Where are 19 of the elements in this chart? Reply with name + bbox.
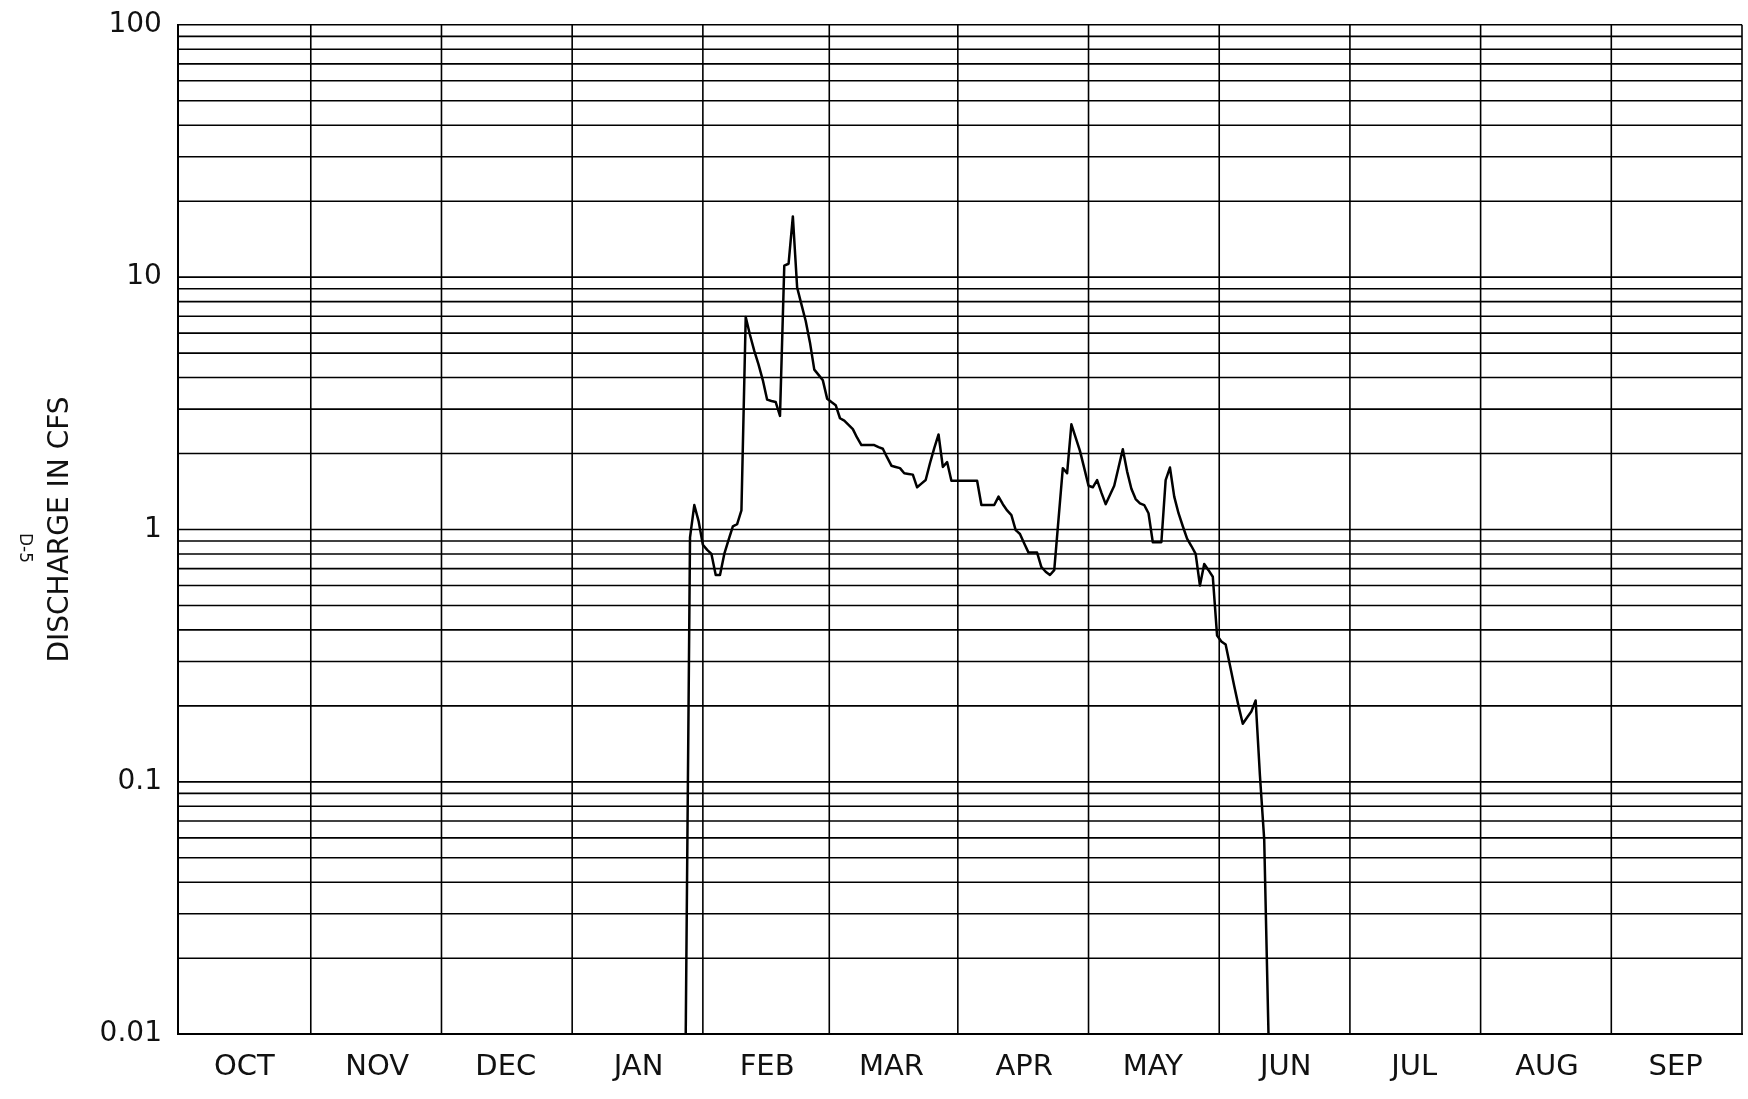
x-tick-label: MAY [1122,1048,1184,1083]
y-axis-title: DISCHARGE IN CFS [42,396,76,663]
x-tick-label: JAN [611,1048,664,1083]
y-tick-label: 10 [126,258,162,292]
x-tick-label: JUL [1389,1048,1438,1083]
y-tick-label: 0.01 [99,1015,162,1049]
x-tick-label: NOV [345,1048,410,1083]
x-tick-label: APR [995,1048,1053,1083]
x-tick-label: OCT [213,1048,276,1083]
y-tick-label: 100 [108,6,162,40]
x-tick-label: SEP [1648,1048,1703,1083]
x-tick-label: JUN [1257,1048,1312,1083]
y-tick-label: 1 [144,510,162,544]
x-tick-label: FEB [739,1048,795,1083]
y-tick-label: 0.1 [117,763,162,797]
x-tick-label: MAR [858,1048,924,1083]
text: D-5 [15,532,36,564]
x-tick-label: AUG [1515,1048,1579,1083]
x-tick-label: DEC [475,1048,537,1083]
